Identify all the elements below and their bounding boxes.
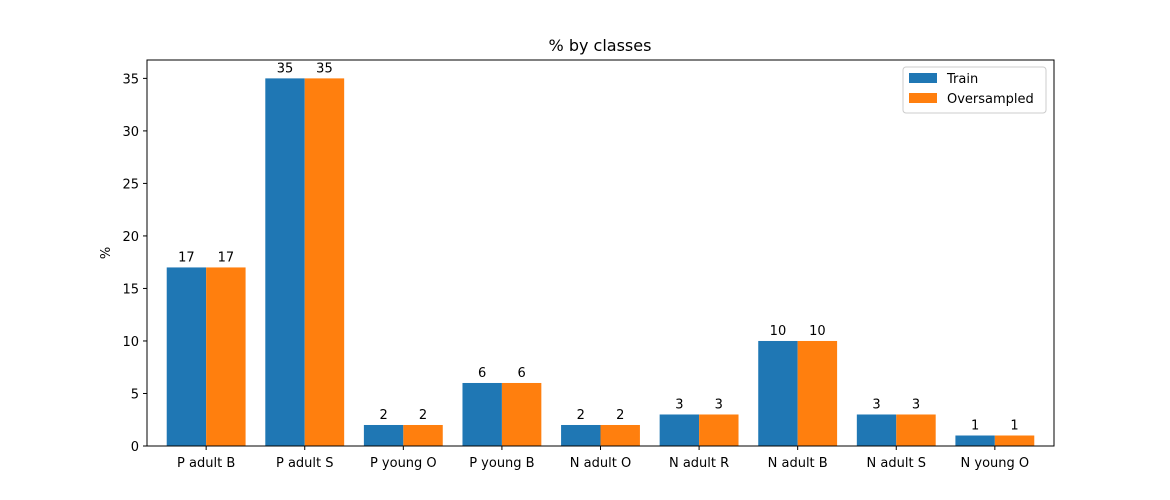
legend-swatch-oversampled [909, 93, 937, 103]
bar-oversampled-p-adult-s [304, 78, 345, 446]
bar-oversampled-n-young-o [994, 435, 1035, 446]
y-tick-label: 10 [122, 335, 139, 350]
legend-label-oversampled: Oversampled [947, 92, 1034, 107]
bar-value-label: 10 [770, 324, 787, 339]
bar-train-p-young-b [462, 382, 502, 446]
x-tick-label: P adult S [276, 456, 334, 471]
bar-value-label: 3 [675, 397, 683, 412]
bar-value-label: 2 [379, 408, 387, 423]
bar-value-label: 6 [478, 366, 486, 381]
legend-swatch-train [909, 73, 937, 83]
bar-value-labels: 17 35 2 6 2 3 10 3 1 17 35 2 6 2 3 10 3 1 [178, 61, 1019, 433]
bar-oversampled-p-young-b [501, 382, 542, 446]
chart-title: % by classes [549, 36, 652, 55]
x-tick-label: P young B [469, 456, 534, 471]
y-tick-label: 15 [122, 282, 139, 297]
y-tick-label: 35 [122, 72, 139, 87]
legend-box [902, 66, 1047, 114]
bar-oversampled-p-young-o [403, 424, 443, 446]
bar-train-n-adult-b [758, 340, 798, 446]
x-tick-label: N young O [961, 456, 1030, 471]
bar-train-p-adult-b [166, 267, 207, 446]
y-tick-label: 30 [122, 125, 139, 140]
bar-value-label: 35 [316, 61, 333, 76]
x-tick-label: N adult S [867, 456, 926, 471]
bar-oversampled-n-adult-o [600, 424, 640, 446]
x-tick-label: N adult R [669, 456, 729, 471]
bar-oversampled-n-adult-s [896, 414, 936, 446]
bar-value-label: 17 [218, 250, 235, 265]
x-tick-label: P adult B [177, 456, 235, 471]
y-tick-label: 5 [131, 387, 139, 402]
bar-value-label: 2 [419, 408, 427, 423]
bar-value-label: 3 [912, 397, 920, 412]
x-tick-label: N adult B [768, 456, 828, 471]
x-tick-label: P young O [370, 456, 437, 471]
bar-value-label: 10 [809, 324, 826, 339]
bar-oversampled-n-adult-r [699, 414, 739, 446]
bar-train-n-adult-s [856, 414, 897, 446]
y-tick-label: 0 [131, 440, 139, 455]
bar-oversampled-p-adult-b [206, 267, 246, 446]
bar-train-n-adult-r [659, 414, 700, 446]
bar-value-label: 3 [715, 397, 723, 412]
bar-value-label: 1 [971, 419, 979, 434]
bar-value-label: 1 [1010, 419, 1018, 434]
y-tick-label: 20 [122, 230, 139, 245]
bar-train-n-adult-o [561, 424, 601, 446]
legend-label-train: Train [946, 72, 978, 87]
legend: Train Oversampled [902, 66, 1047, 114]
bar-value-label: 3 [872, 397, 880, 412]
bar-value-label: 2 [616, 408, 624, 423]
plot-frame [146, 59, 1055, 447]
bar-value-label: 17 [178, 250, 195, 265]
x-tick-label: N adult O [570, 456, 631, 471]
bar-train-n-young-o [955, 435, 995, 446]
bar-train-p-young-o [363, 424, 404, 446]
x-axis: P adult B P adult S P young O P young B N ad… [177, 446, 1029, 471]
bar-value-label: 2 [577, 408, 585, 423]
bar-train-p-adult-s [265, 78, 305, 446]
bars-layer [166, 78, 1035, 446]
y-tick-label: 25 [122, 177, 139, 192]
y-axis-label: % [99, 247, 114, 259]
y-axis: 0 5 10 15 20 25 30 35 [122, 72, 147, 455]
bar-value-label: 6 [517, 366, 525, 381]
bar-oversampled-n-adult-b [797, 340, 838, 446]
bar-value-label: 35 [277, 61, 294, 76]
